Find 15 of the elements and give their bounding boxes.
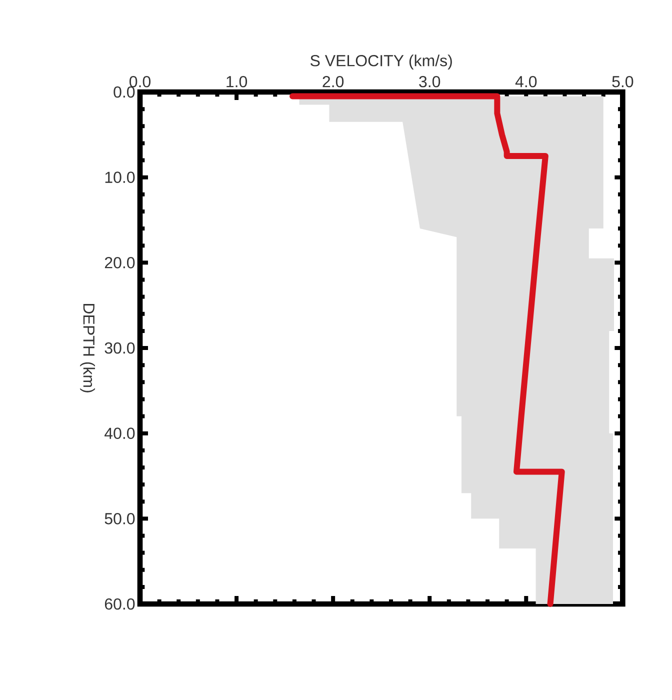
x-tick-label: 2.0	[322, 76, 344, 88]
y-axis-title: DEPTH (km)	[80, 304, 95, 392]
x-tick-label: 3.0	[419, 76, 440, 88]
y-tick-label: 0.0	[114, 86, 135, 98]
x-tick-label: 0.0	[130, 76, 151, 88]
y-tick-label: 20.0	[104, 257, 135, 268]
y-tick-label: 50.0	[104, 513, 135, 524]
y-tick-label: 30.0	[104, 342, 135, 354]
x-tick-label: 5.0	[612, 76, 634, 88]
x-axis-title: S VELOCITY (km/s)	[310, 54, 452, 70]
y-tick-label: 60.0	[104, 598, 135, 610]
y-tick-label: 10.0	[105, 172, 135, 183]
y-tick-label: 40.0	[104, 428, 135, 439]
x-tick-label: 1.0	[226, 76, 248, 88]
x-tick-label: 4.0	[515, 76, 537, 88]
